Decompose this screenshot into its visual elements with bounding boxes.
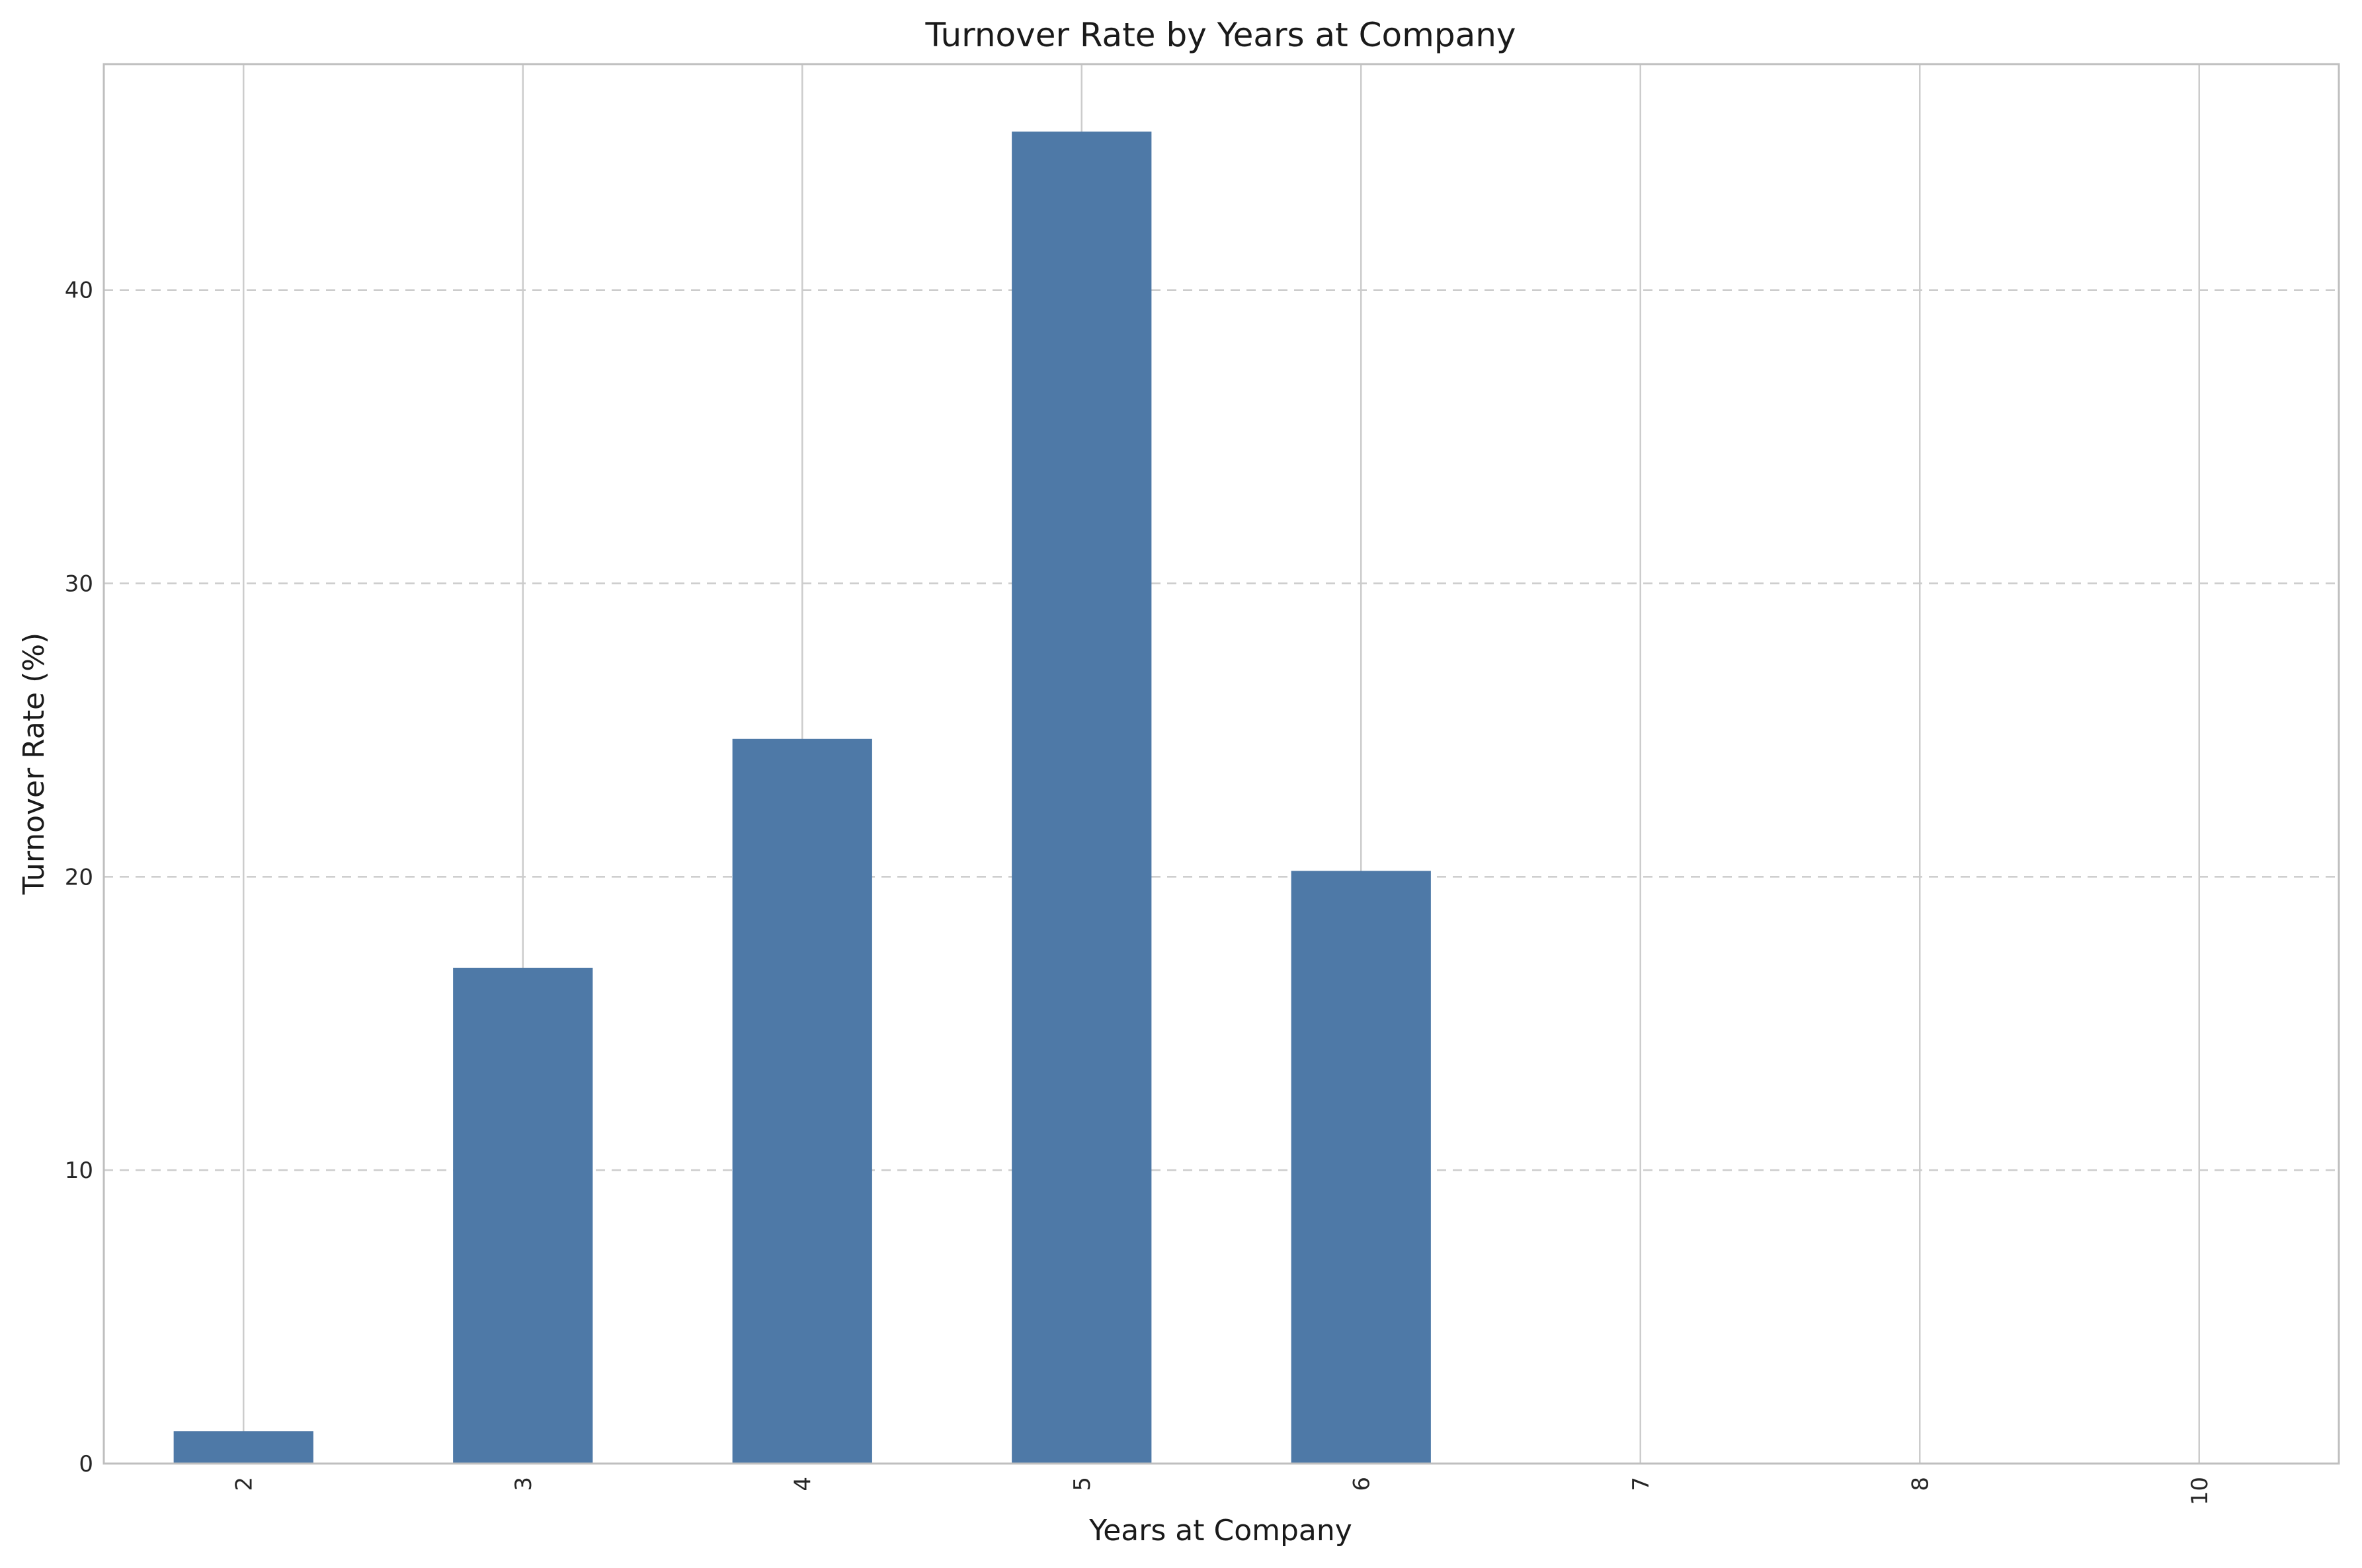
bar-4	[732, 738, 872, 1464]
y-axis-label: Turnover Rate (%)	[17, 633, 51, 895]
plot-frame	[102, 63, 2340, 1465]
x-axis-label: Years at Company	[1088, 1514, 1352, 1548]
bar-5	[1012, 132, 1152, 1464]
grid	[104, 64, 2339, 1464]
bar-2	[173, 1431, 313, 1464]
x-tick-label: 6	[1348, 1477, 1375, 1491]
y-tick-label: 30	[65, 571, 93, 598]
x-tick-label: 4	[790, 1477, 816, 1491]
x-tick-label: 5	[1069, 1477, 1096, 1491]
x-tick-label: 8	[1907, 1477, 1934, 1491]
y-tick-label: 10	[65, 1157, 93, 1184]
bars	[173, 132, 1431, 1464]
x-tick-label: 2	[231, 1477, 257, 1491]
chart-title: Turnover Rate by Years at Company	[925, 16, 1516, 54]
bar-6	[1291, 871, 1431, 1464]
x-tick-label: 3	[510, 1477, 537, 1491]
x-tick-label: 10	[2187, 1477, 2213, 1505]
x-axis-ticks: 2 3 4 5 6 7 8 10	[231, 1477, 2213, 1505]
bar-3	[453, 967, 593, 1464]
y-tick-label: 0	[79, 1451, 93, 1477]
y-tick-label: 20	[65, 864, 93, 890]
x-tick-label: 7	[1628, 1477, 1654, 1491]
y-tick-label: 40	[65, 278, 93, 304]
y-axis-ticks: 0 10 20 30 40	[65, 278, 93, 1477]
